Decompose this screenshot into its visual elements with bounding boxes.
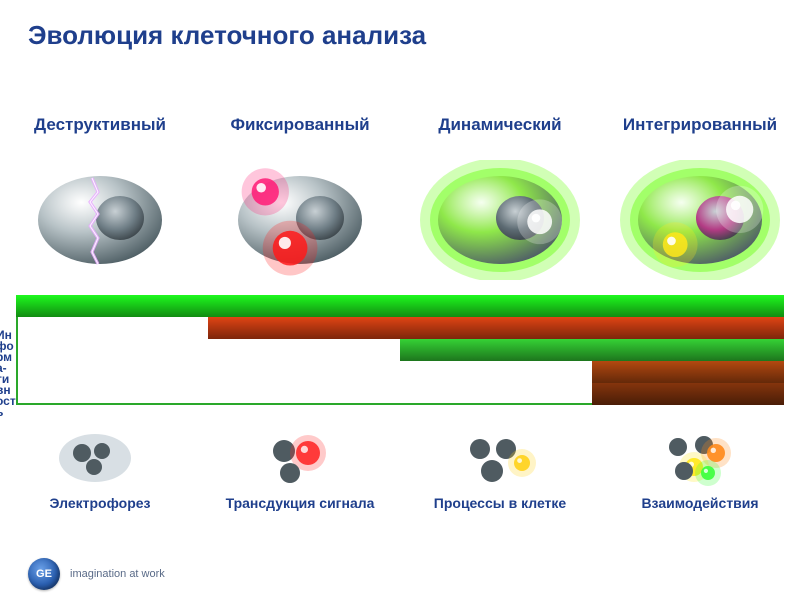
chart-bars [16,295,784,405]
chart-row [16,339,784,361]
ge-logo-icon: GE [28,558,60,590]
chart-seg [16,317,208,339]
chart-seg [592,317,784,339]
column-label-integrated: Интегрированный [600,115,800,135]
slide-title: Эволюция клеточного анализа [28,20,426,51]
captions-row: ЭлектрофорезТрансдукция сигналаПроцессы … [0,495,800,511]
slide: Эволюция клеточного анализа Деструктивны… [0,0,800,600]
chart-seg [16,339,208,361]
information-chart [16,295,784,405]
chart-seg [400,361,592,383]
tagline-text: imagination at work [70,568,165,580]
cell-dynamic [400,150,600,290]
chart-seg [208,295,400,317]
chart-seg [400,339,592,361]
example-icon-dynamic [400,418,600,498]
chart-seg [208,317,400,339]
column-label-destructive: Деструктивный [0,115,200,135]
chart-seg [16,361,208,383]
caption-integrated: Взаимодействия [600,495,800,511]
chart-seg [16,295,208,317]
chart-seg [592,339,784,361]
caption-destructive: Электрофорез [0,495,200,511]
chart-row [16,383,784,405]
chart-seg [592,361,784,383]
caption-fixed: Трансдукция сигнала [200,495,400,511]
cell-integrated [600,150,800,290]
chart-seg [592,383,784,405]
chart-row [16,295,784,317]
cells-row [0,150,800,290]
chart-seg [16,383,208,405]
cell-destructive [0,150,200,290]
column-label-fixed: Фиксированный [200,115,400,135]
footer: GE imagination at work [28,558,165,590]
cell-fixed [200,150,400,290]
chart-ylabel: Информа-тивность [0,330,16,418]
chart-seg [400,295,592,317]
example-icon-integrated [600,418,800,498]
column-labels-row: ДеструктивныйФиксированныйДинамическийИн… [0,115,800,135]
example-icon-fixed [200,418,400,498]
chart-seg [208,361,400,383]
example-icon-destructive [0,418,200,498]
column-label-dynamic: Динамический [400,115,600,135]
chart-seg [208,383,400,405]
small-icons-row [0,418,800,498]
chart-seg [400,317,592,339]
caption-dynamic: Процессы в клетке [400,495,600,511]
chart-row [16,361,784,383]
chart-seg [592,295,784,317]
chart-seg [400,383,592,405]
chart-row [16,317,784,339]
chart-seg [208,339,400,361]
